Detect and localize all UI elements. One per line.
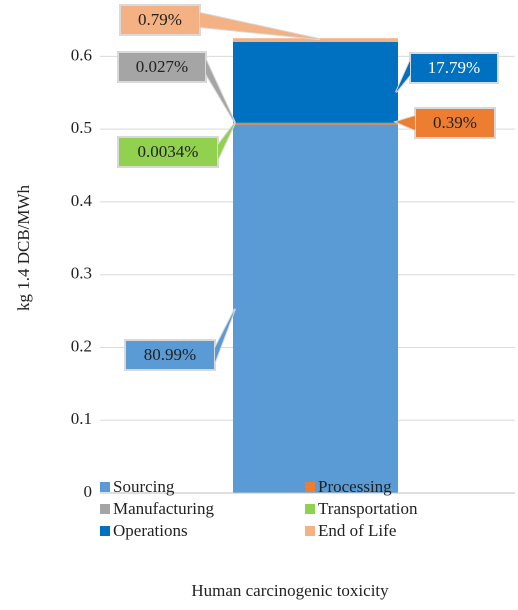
y-tick-label: 0.4	[71, 191, 93, 210]
callout-joint	[218, 122, 235, 159]
y-tick-label: 0.5	[71, 118, 92, 137]
callout-joint	[215, 308, 235, 362]
bar-segment	[233, 41, 398, 123]
y-tick-label: 0	[84, 482, 93, 501]
data-label: 0.79%	[138, 10, 182, 29]
callout-box	[124, 339, 216, 371]
callout-joint	[200, 13, 320, 40]
bar-segment	[233, 38, 398, 42]
y-tick-label: 0.6	[71, 45, 92, 64]
data-label: 0.027%	[136, 57, 188, 76]
data-label: 17.79%	[428, 58, 480, 77]
bar-segment	[233, 122, 398, 125]
data-label: 0.0034%	[138, 142, 199, 161]
legend-swatch	[100, 526, 110, 536]
y-tick-label: 0.2	[71, 336, 92, 355]
legend-swatch	[100, 504, 110, 514]
legend-label: Manufacturing	[113, 499, 215, 518]
callout-joint	[396, 61, 410, 93]
y-tick-label: 0.1	[71, 409, 92, 428]
data-label: 0.39%	[433, 113, 477, 132]
callout-box	[119, 4, 201, 36]
legend-label: Sourcing	[113, 477, 175, 496]
legend-label: Operations	[113, 521, 188, 540]
y-tick-label: 0.3	[71, 264, 92, 283]
callout-joint	[206, 60, 235, 123]
legend-swatch	[100, 482, 110, 492]
callout-box	[117, 51, 207, 83]
legend-swatch	[305, 504, 315, 514]
bar-segment	[233, 124, 398, 494]
legend-label: End of Life	[318, 521, 396, 540]
legend-label: Transportation	[318, 499, 418, 518]
legend-swatch	[305, 482, 315, 492]
callout-box	[409, 52, 499, 84]
callout-joint	[396, 116, 415, 130]
x-tick-label: Human carcinogenic toxicity	[191, 581, 389, 600]
y-axis-label: kg 1.4 DCB/MWh	[14, 184, 33, 311]
legend-swatch	[305, 526, 315, 536]
data-label: 80.99%	[144, 345, 196, 364]
legend-label: Processing	[318, 477, 392, 496]
